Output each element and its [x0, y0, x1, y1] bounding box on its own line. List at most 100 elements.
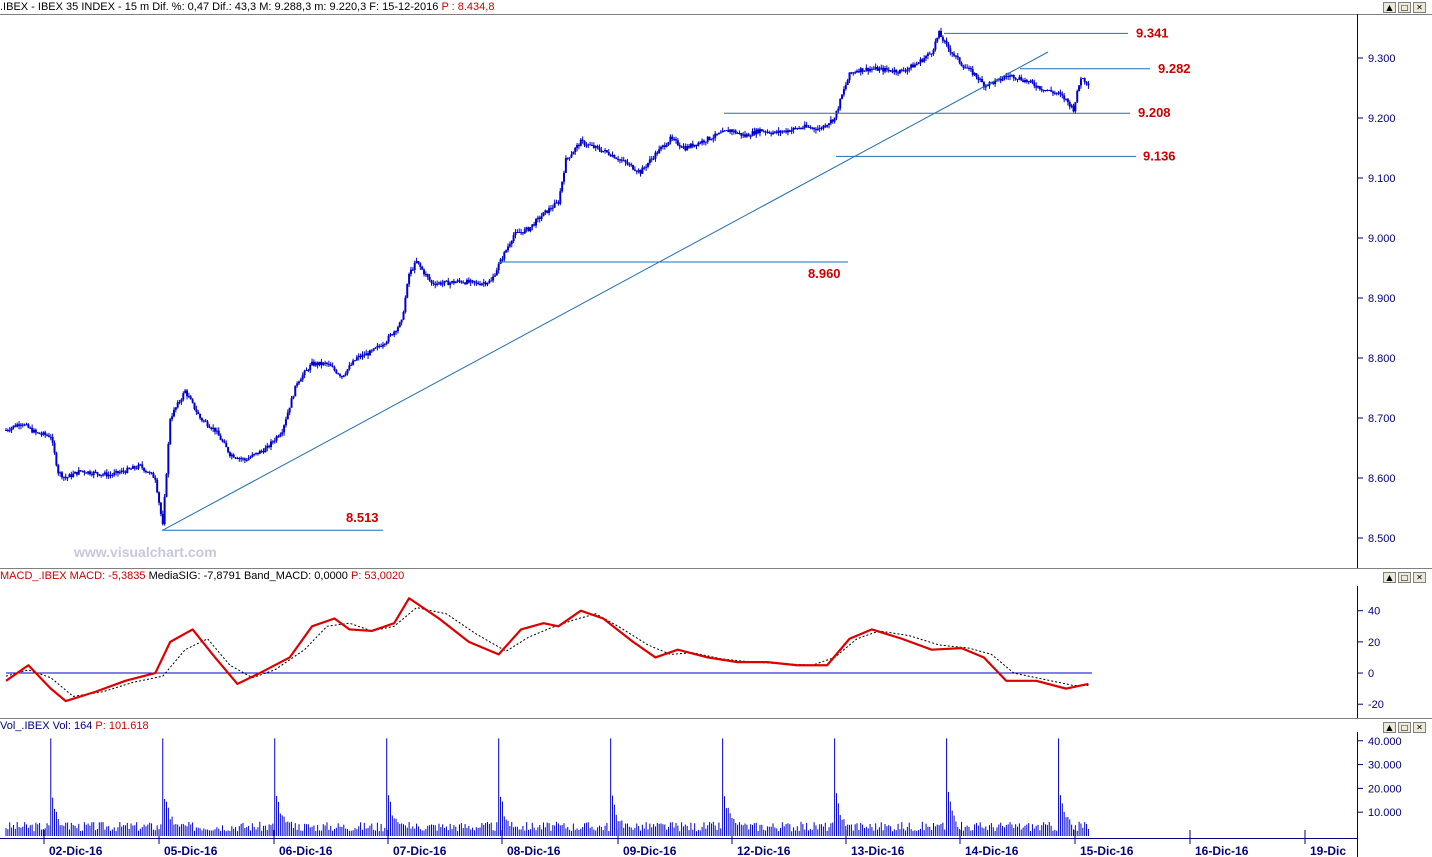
price-candle-body	[652, 158, 655, 160]
macd-price: P: 53,0020	[350, 570, 405, 582]
price-candle-body	[146, 471, 149, 473]
x-tick-label: 13-Dic-16	[851, 844, 905, 857]
price-candle-body	[1029, 80, 1032, 82]
price-candle-body	[339, 374, 342, 377]
price-candle-body	[734, 130, 737, 134]
macd-chart: 40 20 0 -20	[0, 568, 1432, 718]
price-candle-body	[87, 471, 90, 474]
price-candle-body	[176, 402, 179, 408]
price-candle-body	[708, 136, 711, 140]
price-candle-body	[40, 433, 43, 435]
price-candle-body	[783, 130, 786, 132]
price-candle-body	[1038, 86, 1041, 90]
price-candle-body	[747, 134, 750, 137]
price-candle-body	[115, 471, 118, 473]
support-resistance-levels: 9.341 9.282 9.208 9.136 8.960 8.513	[162, 25, 1191, 531]
price-candle-body	[479, 284, 482, 286]
price-candle-body	[939, 31, 942, 37]
price-candle-body	[598, 147, 601, 151]
x-tick-label: 05-Dic-16	[164, 844, 218, 857]
price-candle-body	[415, 261, 418, 263]
close-icon[interactable]: ✕	[1413, 2, 1426, 13]
restore-icon[interactable]: □	[1398, 2, 1411, 13]
minimize-icon[interactable]: ▲	[1383, 2, 1396, 13]
price-candle-body	[540, 216, 543, 219]
price-candle-body	[856, 70, 859, 73]
date-x-axis: 02-Dic-16 05-Dic-16 06-Dic-16 07-Dic-16 08-D…	[43, 830, 1346, 857]
price-candle-body	[96, 472, 99, 475]
price-candle-body	[94, 471, 97, 473]
price-candle-body	[693, 144, 696, 147]
price-candle-body	[798, 128, 801, 130]
price-candle-body	[245, 460, 248, 462]
price-candle-body	[141, 464, 144, 468]
price-candle-body	[1027, 81, 1030, 83]
price-candle-body	[568, 157, 571, 159]
price-candle-body	[979, 78, 982, 80]
price-candle-body	[1031, 80, 1034, 83]
price-candle-body	[206, 421, 209, 427]
price-candle-body	[533, 224, 536, 226]
price-candle-body	[1014, 78, 1017, 80]
close-icon[interactable]: ✕	[1413, 572, 1426, 583]
price-candle-body	[434, 283, 437, 285]
minimize-icon[interactable]: ▲	[1383, 572, 1396, 583]
price-candle-body	[536, 217, 539, 220]
price-candle-body	[120, 470, 123, 473]
restore-icon[interactable]: □	[1398, 722, 1411, 733]
price-candle-body	[290, 398, 293, 408]
close-icon[interactable]: ✕	[1413, 722, 1426, 733]
price-candle-body	[617, 158, 620, 161]
price-candle-body	[930, 53, 933, 55]
price-candle-body	[646, 163, 649, 167]
price-candle-body	[828, 123, 831, 126]
price-candle-body	[660, 146, 663, 149]
price-candle-body	[305, 369, 308, 371]
price-candle-body	[717, 132, 720, 135]
price-candle-body	[801, 127, 804, 129]
price-candle-body	[809, 126, 812, 128]
volume-y-tick-label: 10.000	[1368, 807, 1402, 819]
price-candle-body	[31, 427, 34, 433]
price-candle-body	[6, 430, 9, 432]
price-candle-body	[760, 129, 763, 132]
x-tick-label: 19-Dic	[1310, 844, 1346, 857]
price-candle-body	[742, 134, 745, 136]
price-candle-body	[232, 454, 235, 458]
price-candle-body	[421, 266, 424, 270]
restore-icon[interactable]: □	[1398, 572, 1411, 583]
price-candle-body	[113, 472, 116, 475]
price-candle-body	[279, 434, 282, 437]
volume-window-controls: ▲ □ ✕	[1383, 722, 1426, 733]
price-candle-body	[109, 474, 112, 476]
y-tick-label: 8.500	[1368, 533, 1396, 545]
price-candle-body	[497, 263, 500, 271]
minimize-icon[interactable]: ▲	[1383, 722, 1396, 733]
price-candle-body	[684, 146, 687, 151]
price-candle-body	[447, 280, 450, 286]
price-candle-body	[281, 432, 284, 435]
price-candle-body	[1018, 77, 1021, 80]
price-candle-body	[913, 64, 916, 68]
price-candle-body	[128, 467, 131, 469]
price-candle-body	[72, 473, 75, 477]
price-candle-body	[385, 341, 388, 344]
price-candle-body	[240, 458, 243, 460]
price-candle-body	[372, 348, 375, 351]
price-candle-body	[671, 136, 674, 139]
price-candle-body	[1061, 94, 1064, 96]
price-candle-body	[105, 472, 108, 477]
price-candle-body	[217, 430, 220, 436]
macd-panel-header: MACD_.IBEX MACD: -5,3835 MediaSIG: -7,87…	[0, 569, 404, 583]
price-candle-body	[710, 139, 713, 141]
price-candle-body	[559, 191, 562, 204]
price-candle-body	[152, 473, 155, 478]
price-candle-body	[792, 127, 795, 131]
price-candle-body	[772, 132, 775, 135]
price-candle-body	[439, 282, 442, 285]
level-label: 9.208	[1138, 105, 1171, 120]
price-candle-body	[169, 419, 172, 444]
price-candle-body	[335, 370, 338, 374]
price-candle-body	[785, 130, 788, 133]
price-candle-body	[234, 457, 237, 459]
